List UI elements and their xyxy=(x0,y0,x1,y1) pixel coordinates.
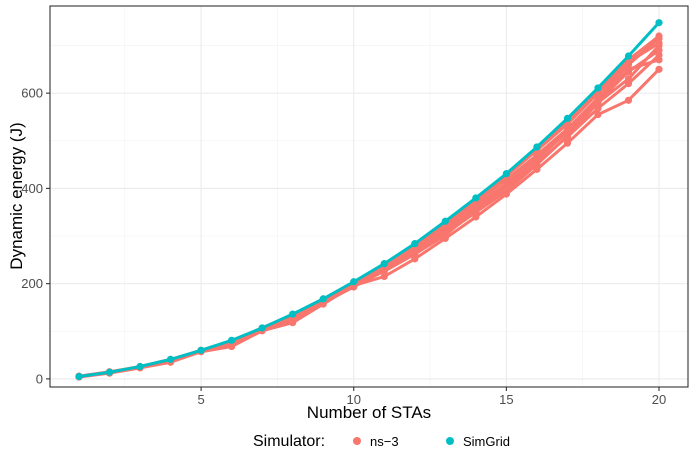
data-point xyxy=(533,143,541,151)
data-point xyxy=(655,56,663,64)
x-tick-label: 10 xyxy=(347,392,361,407)
data-point xyxy=(533,153,541,162)
data-point xyxy=(105,368,114,376)
data-point xyxy=(472,203,480,212)
series-layer xyxy=(75,19,663,381)
data-point xyxy=(380,272,388,281)
data-point xyxy=(533,165,541,173)
data-point xyxy=(624,96,633,104)
data-point xyxy=(319,295,327,303)
y-axis: 0 200 400 600 xyxy=(21,86,50,386)
data-point xyxy=(594,110,602,119)
x-axis-title: Number of STAs xyxy=(307,403,431,422)
y-tick-label: 200 xyxy=(21,276,43,291)
data-point xyxy=(228,336,236,344)
data-point xyxy=(655,19,663,27)
legend-key-ns3 xyxy=(353,437,361,445)
data-point xyxy=(655,46,663,54)
plot-border xyxy=(49,5,689,388)
y-tick-label: 600 xyxy=(21,86,43,101)
x-tick-label: 5 xyxy=(197,392,204,407)
data-point xyxy=(655,32,663,40)
x-tick-label: 20 xyxy=(652,392,666,407)
x-tick-label: 15 xyxy=(499,392,513,407)
data-point xyxy=(624,58,633,66)
data-point xyxy=(441,217,449,225)
grid-minor xyxy=(50,6,688,387)
data-point xyxy=(502,182,510,190)
x-axis: 5 10 15 20 xyxy=(197,387,666,407)
data-point xyxy=(289,310,297,318)
series-simgrid-8 xyxy=(75,19,663,381)
y-axis-title: Dynamic energy (J) xyxy=(7,122,26,269)
data-point xyxy=(380,260,388,268)
legend-key-simgrid xyxy=(446,437,454,445)
y-tick-label: 0 xyxy=(36,371,43,386)
legend-label-simgrid: SimGrid xyxy=(463,434,510,449)
data-point xyxy=(563,120,572,128)
data-point xyxy=(624,80,633,88)
y-tick-label: 400 xyxy=(21,181,43,196)
data-point xyxy=(594,104,602,112)
data-point xyxy=(624,65,633,73)
legend: Simulator: ns−3 SimGrid xyxy=(253,433,510,450)
plot-panel xyxy=(50,6,688,387)
series-line xyxy=(77,21,661,379)
data-point xyxy=(197,346,205,354)
data-point xyxy=(655,65,663,73)
data-point xyxy=(136,362,144,371)
data-point xyxy=(411,240,419,248)
data-point xyxy=(594,96,602,104)
data-point xyxy=(655,39,663,47)
data-point xyxy=(563,114,572,122)
legend-label-ns3: ns−3 xyxy=(370,434,399,449)
data-point xyxy=(166,355,175,363)
data-point xyxy=(563,127,572,135)
data-point xyxy=(563,139,572,147)
data-point xyxy=(441,227,449,235)
data-point xyxy=(258,324,266,332)
data-point xyxy=(624,52,633,60)
data-point xyxy=(75,372,83,381)
data-point xyxy=(472,213,480,221)
data-point xyxy=(594,84,602,92)
data-point xyxy=(350,278,358,286)
legend-title: Simulator: xyxy=(253,433,325,450)
data-point xyxy=(472,194,480,202)
data-point xyxy=(502,170,510,178)
data-point xyxy=(502,190,510,198)
